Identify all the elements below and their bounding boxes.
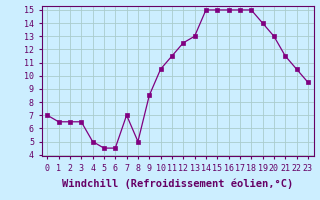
- X-axis label: Windchill (Refroidissement éolien,°C): Windchill (Refroidissement éolien,°C): [62, 178, 293, 189]
